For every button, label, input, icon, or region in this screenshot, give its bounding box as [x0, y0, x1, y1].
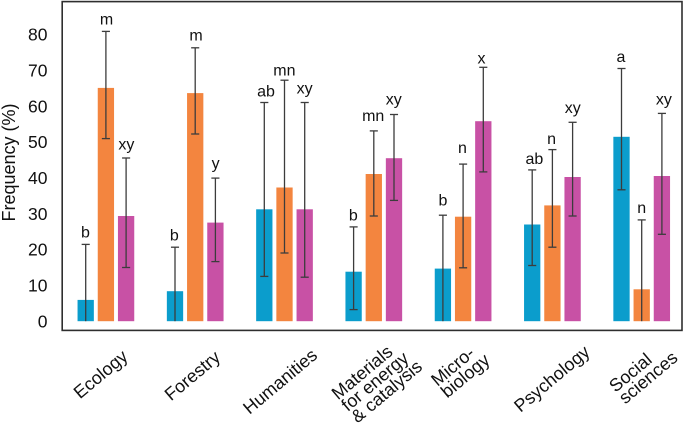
svg-text:40: 40	[28, 168, 48, 188]
svg-text:70: 70	[28, 60, 48, 80]
svg-text:ab: ab	[257, 84, 275, 101]
svg-text:b: b	[439, 193, 448, 210]
svg-text:n: n	[547, 131, 556, 148]
svg-text:mn: mn	[273, 63, 295, 80]
svg-text:50: 50	[28, 132, 48, 152]
svg-text:10: 10	[28, 276, 48, 296]
svg-text:m: m	[189, 27, 202, 44]
svg-text:xy: xy	[118, 137, 134, 154]
svg-text:xy: xy	[656, 92, 672, 109]
svg-text:b: b	[349, 208, 358, 225]
svg-text:80: 80	[28, 25, 48, 45]
svg-text:ab: ab	[526, 151, 544, 168]
svg-text:m: m	[100, 12, 113, 29]
svg-text:n: n	[458, 140, 467, 157]
svg-text:60: 60	[28, 96, 48, 116]
svg-text:mn: mn	[362, 108, 384, 125]
svg-text:xy: xy	[386, 92, 402, 109]
svg-text:xy: xy	[297, 81, 313, 98]
svg-text:y: y	[212, 156, 220, 173]
svg-text:b: b	[81, 224, 90, 241]
svg-text:30: 30	[28, 204, 48, 224]
svg-text:x: x	[478, 50, 486, 67]
svg-text:b: b	[170, 228, 179, 245]
svg-text:xy: xy	[565, 100, 581, 117]
svg-text:20: 20	[28, 240, 48, 260]
svg-text:n: n	[637, 200, 646, 217]
svg-text:a: a	[617, 49, 626, 66]
svg-text:Frequency (%): Frequency (%)	[0, 103, 19, 221]
svg-text:0: 0	[38, 311, 48, 331]
